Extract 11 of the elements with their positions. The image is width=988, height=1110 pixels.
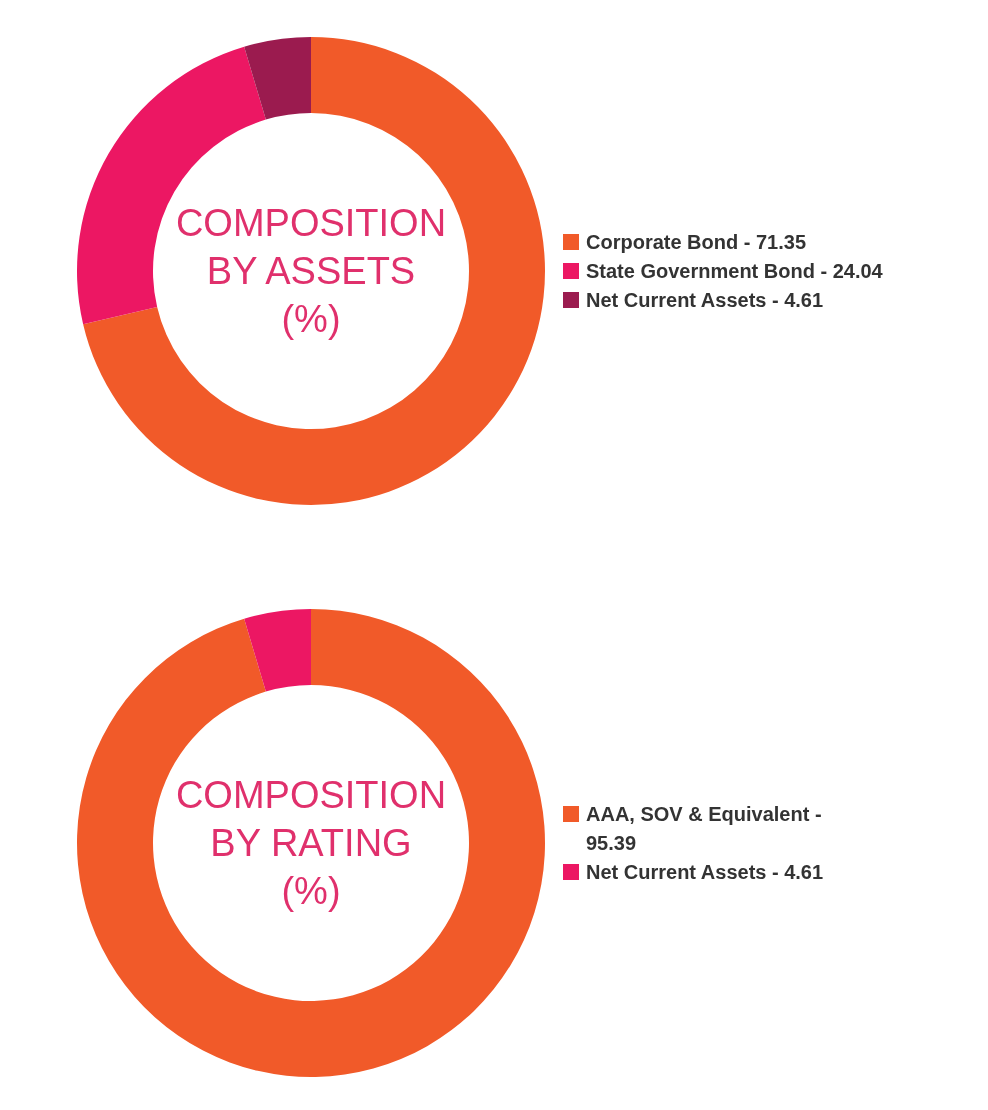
legend-label: Net Current Assets - 4.61 <box>586 289 824 311</box>
donut-slice <box>244 609 311 692</box>
legend-label: Net Current Assets - 4.61 <box>586 861 824 883</box>
text: COMPOSITION BY RATING (%) <box>175 774 447 912</box>
text: COMPOSITION BY ASSETS (%) <box>175 202 447 340</box>
legend-label: State Government Bond - 24.04 <box>586 260 884 282</box>
legend-label: Corporate Bond - 71.35 <box>586 231 807 253</box>
donut-slice <box>244 37 311 120</box>
donut-slice <box>77 609 545 1077</box>
legend-label: AAA, SOV & Equivalent - 95.39 <box>586 803 822 854</box>
donut-slice <box>83 37 545 505</box>
